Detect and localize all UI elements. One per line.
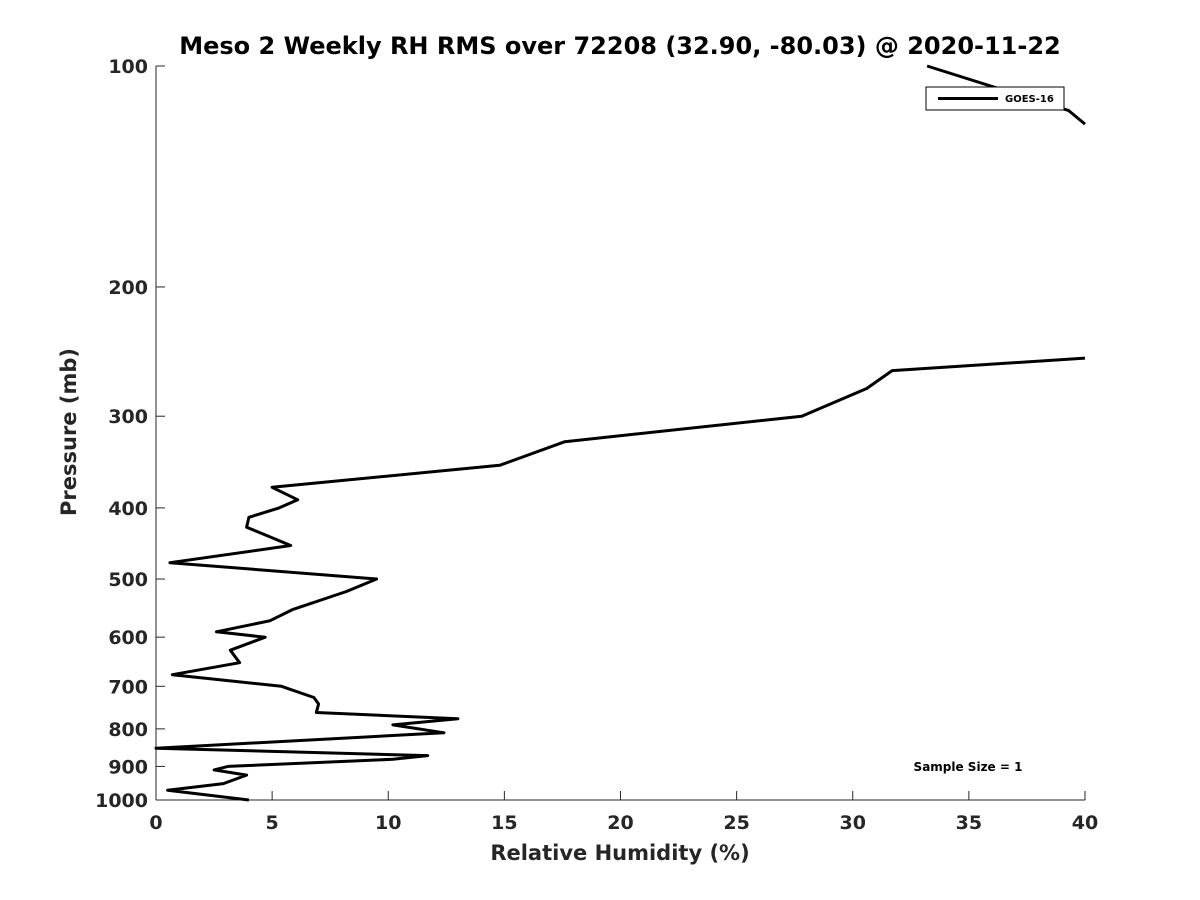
y-tick-label: 100 [108,56,148,78]
x-tick-label: 15 [491,812,517,834]
y-tick-label: 500 [108,569,148,591]
series-line-goes-16 [154,356,1086,802]
x-tick-label: 40 [1072,812,1098,834]
x-tick-label: 25 [723,812,749,834]
sample-size-annotation: Sample Size = 1 [914,760,1023,774]
x-tick-label: 35 [956,812,982,834]
y-tick-label: 700 [108,676,148,698]
x-tick-label: 5 [266,812,279,834]
series-line-goes-16 [926,64,1086,126]
y-tick-label: 300 [108,406,148,428]
x-axis-title: Relative Humidity (%) [490,841,749,865]
y-tick-label: 400 [108,498,148,520]
x-tick-label: 20 [607,812,633,834]
x-tick-label: 30 [840,812,866,834]
y-tick-label: 900 [108,756,148,778]
x-axis: 0 5 10 15 20 25 30 35 40 [149,791,1098,834]
y-axis-title: Pressure (mb) [57,348,81,516]
y-tick-label: 1000 [95,790,148,812]
y-tick-label: 800 [108,719,148,741]
x-tick-label: 10 [375,812,401,834]
y-tick-label: 200 [108,277,148,299]
legend: GOES-16 [925,86,1065,111]
x-tick-label: 0 [149,812,162,834]
legend-label-goes-16: GOES-16 [1005,94,1054,105]
chart-title: Meso 2 Weekly RH RMS over 72208 (32.90, … [179,32,1061,60]
series-layer [154,64,1086,802]
y-axis: 100 200 300 400 500 600 700 800 900 1000 [95,56,165,812]
y-tick-label: 600 [108,627,148,649]
